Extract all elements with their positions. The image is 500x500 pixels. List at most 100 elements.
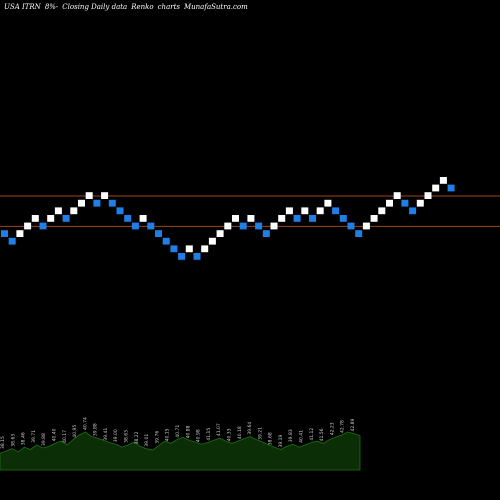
- renko-brick-down: [339, 215, 347, 222]
- renko-brick-up: [70, 207, 78, 215]
- renko-brick-up: [24, 222, 32, 230]
- renko-brick-up: [278, 215, 286, 222]
- renko-brick-up: [424, 192, 432, 199]
- volume-label: 42.23: [329, 422, 335, 435]
- volume-label: 39.76: [154, 431, 160, 444]
- suffix-label: charts: [157, 3, 180, 11]
- renko-brick-up: [247, 215, 255, 222]
- volume-label: 40.71: [175, 425, 181, 438]
- renko-brick-down: [93, 199, 101, 207]
- volume-label: 40.15: [165, 428, 171, 441]
- volume-label: 41.12: [309, 428, 315, 441]
- volume-label: 39.71: [31, 430, 37, 443]
- renko-brick-up: [31, 215, 39, 222]
- renko-brick-up: [316, 207, 324, 215]
- volume-label: 39.88: [41, 433, 47, 446]
- volume-label: 39.83: [288, 429, 294, 442]
- renko-brick-down: [170, 245, 178, 253]
- renko-brick-down: [293, 215, 301, 222]
- renko-brick-up: [370, 215, 378, 222]
- volume-label: 40.40: [52, 428, 58, 441]
- renko-brick-down: [193, 253, 201, 260]
- volume-label: 39.21: [257, 427, 263, 440]
- renko-brick-down: [62, 215, 70, 222]
- renko-brick-down: [347, 222, 355, 230]
- renko-brick-down: [131, 222, 139, 230]
- renko-brick-up: [439, 177, 447, 184]
- volume-label: 39.19: [278, 434, 284, 447]
- renko-brick-down: [39, 222, 47, 230]
- renko-brick-down: [8, 237, 16, 245]
- renko-brick-up: [301, 207, 309, 215]
- volume-label: 41.15: [206, 428, 212, 441]
- volume-label: 38.46: [21, 432, 27, 445]
- caption-label: Closing Daily data: [62, 3, 128, 11]
- volume-label: 40.98: [196, 429, 202, 442]
- volume-label: 39.41: [103, 428, 109, 441]
- volume-label: 38.63: [124, 430, 130, 443]
- volume-label: 42.78: [340, 420, 346, 433]
- renko-brick-down: [178, 253, 186, 260]
- volume-label: 40.41: [299, 430, 305, 443]
- renko-brick-down: [116, 207, 124, 215]
- renko-brick-up: [270, 222, 278, 230]
- renko-brick-down: [447, 184, 455, 192]
- renko-brick-up: [393, 192, 401, 199]
- volume-label: 39.01: [144, 434, 150, 447]
- renko-brick-down: [409, 207, 417, 215]
- renko-brick-down: [1, 230, 8, 237]
- volume-label: 40.17: [62, 430, 68, 443]
- chart-kind-label: Renko: [131, 3, 154, 11]
- renko-brick-down: [108, 199, 116, 207]
- renko-brick-down: [155, 230, 162, 237]
- renko-brick-down: [124, 215, 132, 222]
- volume-label: 41.56: [319, 428, 325, 441]
- volume-label: 39.64: [247, 422, 253, 435]
- renko-brick-up: [78, 199, 85, 207]
- renko-brick-up: [378, 207, 386, 215]
- renko-brick-up: [216, 230, 224, 237]
- volume-area: [0, 431, 361, 471]
- renko-brick-up: [16, 230, 24, 237]
- renko-brick-down: [262, 230, 270, 237]
- renko-bricks: [1, 177, 455, 260]
- renko-brick-up: [432, 184, 440, 192]
- volume-label: 38.15: [0, 436, 6, 449]
- volume-label: 38.63: [10, 434, 16, 447]
- renko-brick-down: [309, 215, 316, 222]
- renko-brick-up: [232, 215, 239, 222]
- renko-brick-up: [85, 192, 93, 199]
- renko-brick-up: [362, 222, 370, 230]
- renko-brick-up: [285, 207, 293, 215]
- volume-label: 40.74: [82, 417, 88, 430]
- renko-brick-down: [255, 222, 263, 230]
- volume-panel: [0, 431, 361, 471]
- renko-brick-up: [416, 199, 424, 207]
- volume-label: 39.88: [93, 423, 99, 436]
- volume-label: 38.22: [134, 431, 140, 444]
- volume-label: 40.95: [72, 425, 78, 438]
- volume-label: 40.88: [185, 425, 191, 438]
- reference-lines: [0, 195, 500, 227]
- symbol-label: USA ITRN: [4, 3, 41, 11]
- renko-brick-up: [208, 237, 216, 245]
- renko-brick-up: [201, 245, 209, 253]
- volume-label: 38.68: [268, 432, 274, 445]
- renko-brick-down: [162, 237, 170, 245]
- volume-label: 40.18: [237, 426, 243, 439]
- volume-label: 40.33: [227, 428, 233, 441]
- volume-label: 41.07: [216, 423, 222, 436]
- renko-brick-up: [101, 192, 109, 199]
- renko-brick-down: [355, 230, 363, 237]
- renko-brick-down: [147, 222, 155, 230]
- renko-brick-up: [185, 245, 193, 253]
- volume-label: 42.89: [350, 418, 356, 431]
- renko-brick-down: [332, 207, 340, 215]
- renko-brick-up: [224, 222, 232, 230]
- renko-brick-up: [386, 199, 393, 207]
- renko-brick-up: [139, 215, 147, 222]
- renko-brick-down: [401, 199, 409, 207]
- volume-labels: 38.15 38.63 38.46 39.71 39.88 40.40 40.17 40.95…: [0, 417, 356, 449]
- renko-brick-up: [54, 207, 62, 215]
